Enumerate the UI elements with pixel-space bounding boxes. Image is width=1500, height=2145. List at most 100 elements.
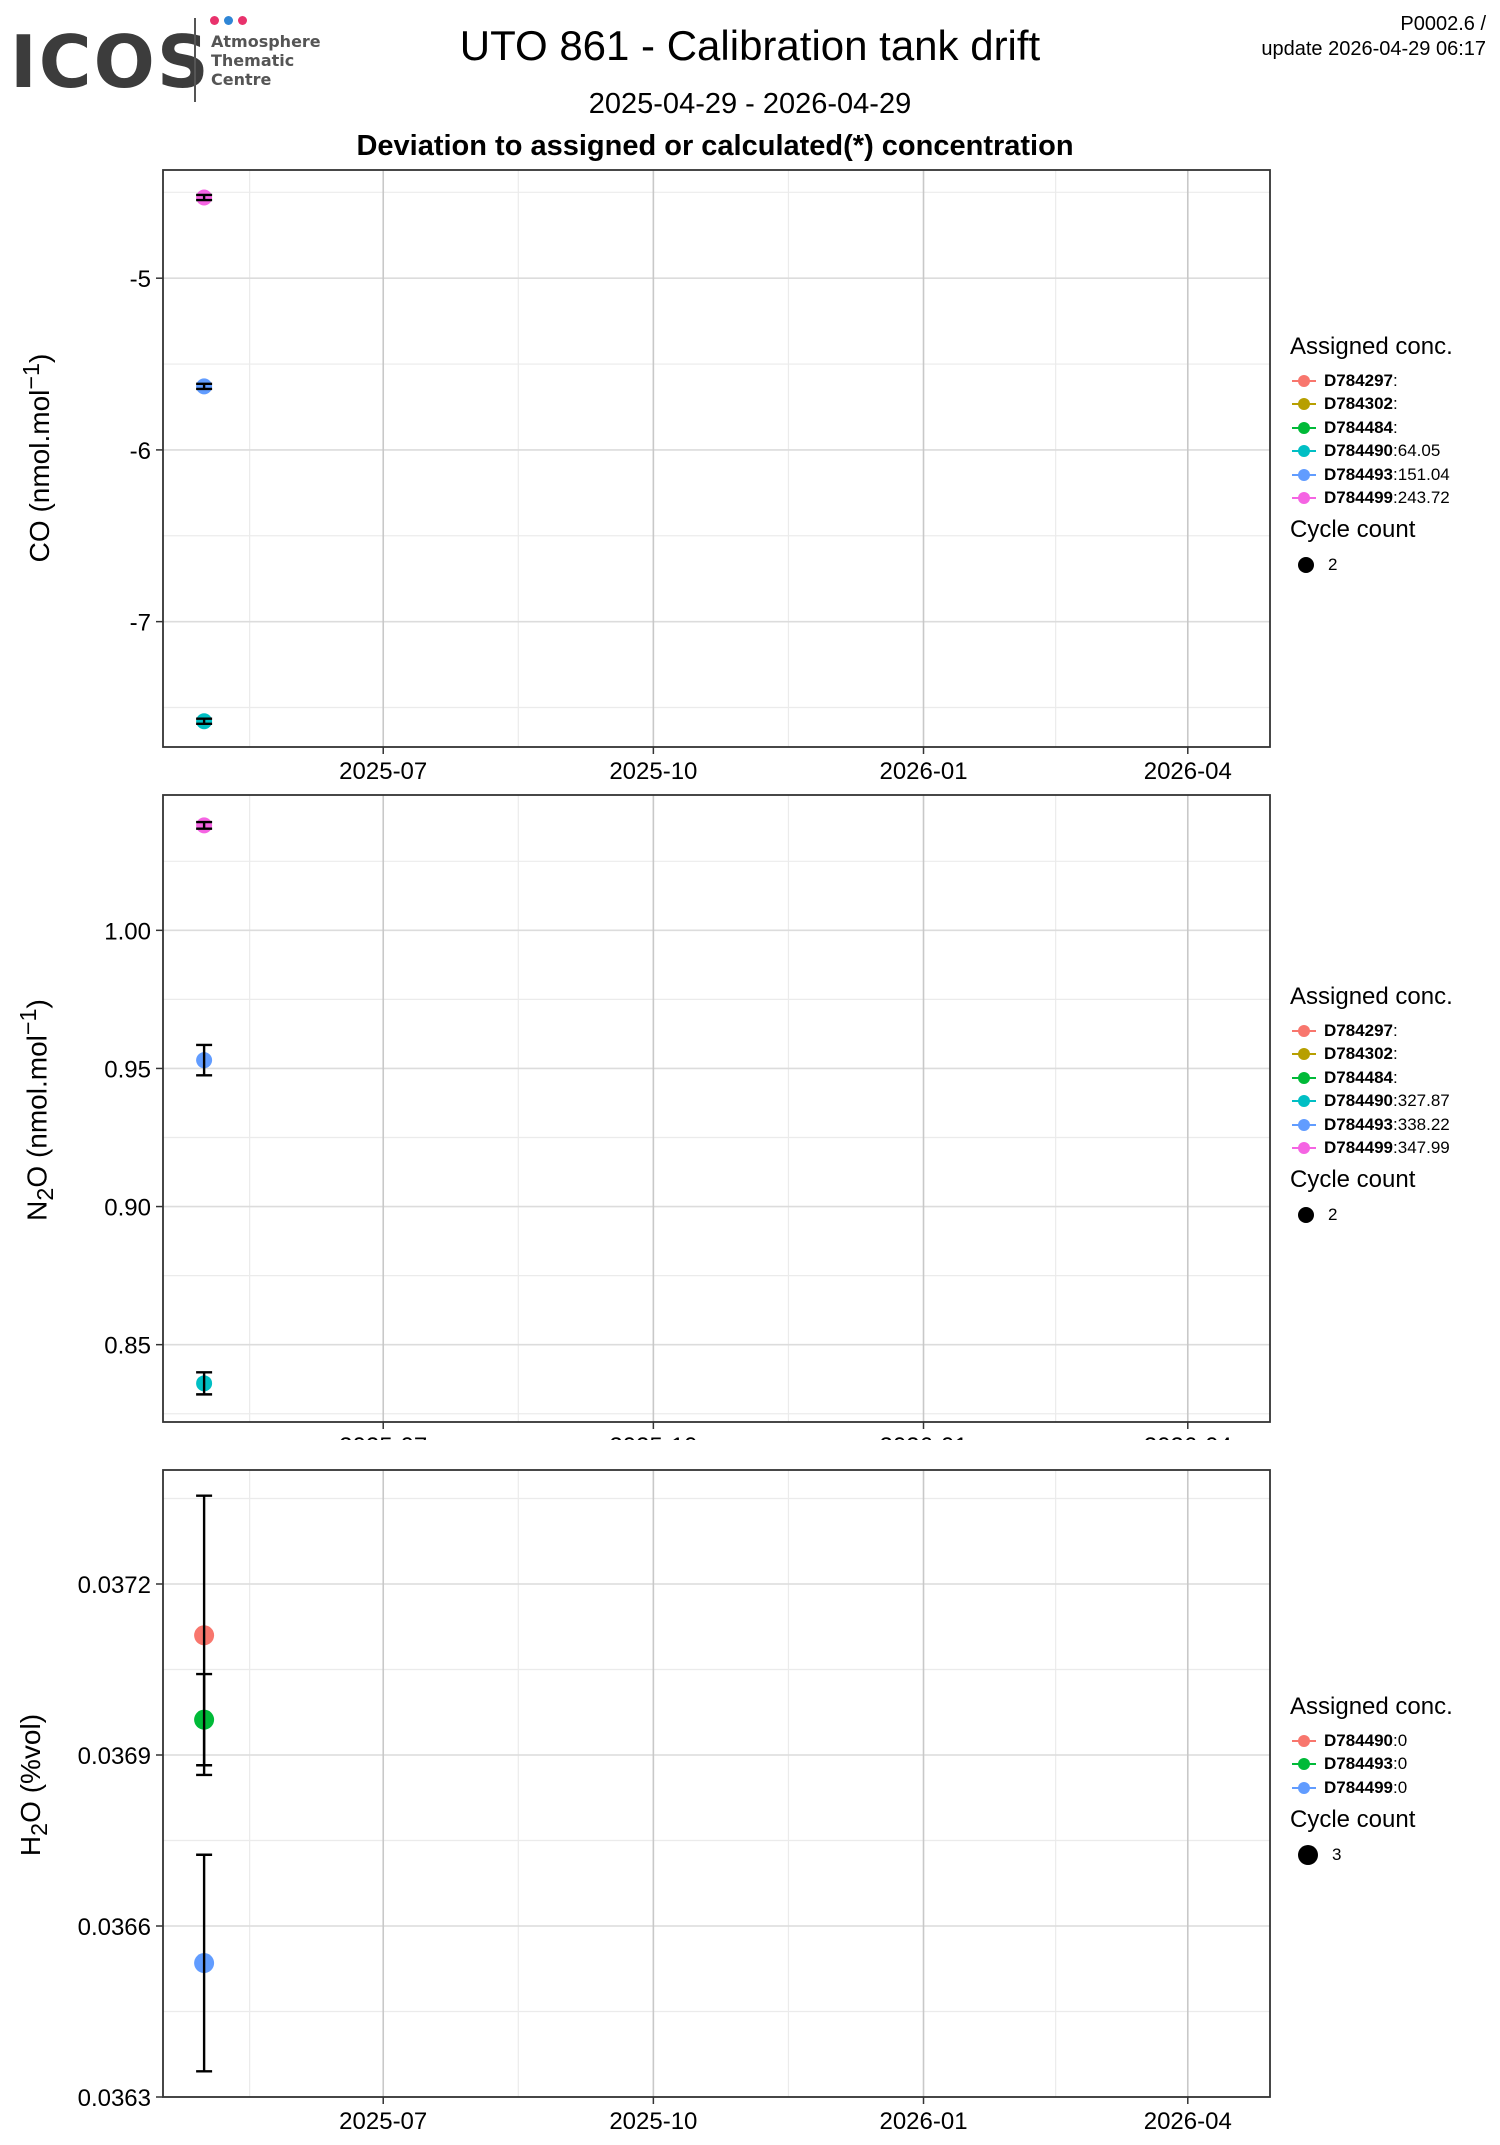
x-tick-label: 2025-07 — [339, 758, 427, 785]
x-tick-label: 2026-01 — [879, 758, 967, 785]
legend-item: D784490: 64.05 — [1290, 440, 1490, 464]
panel-border — [162, 794, 1271, 1423]
x-tick-label: 2026-01 — [879, 2108, 967, 2135]
legend-key — [1290, 371, 1318, 391]
cycle-count-dot — [1298, 1207, 1314, 1223]
legend-item: D784493: 151.04 — [1290, 463, 1490, 487]
legend-value: 347.99 — [1397, 1138, 1450, 1158]
logo-sub-line: Atmosphere — [211, 32, 321, 51]
legend-separator: : — [1393, 464, 1398, 484]
legend-key — [1290, 1068, 1318, 1088]
legend-series-name: D784493 — [1324, 1754, 1394, 1774]
legend-item: D784493: 338.22 — [1290, 1113, 1490, 1137]
legend-separator: : — [1393, 1020, 1398, 1040]
logo-dot-3 — [238, 16, 247, 25]
legend-title: Assigned conc. — [1290, 333, 1453, 360]
cycle-count-items: 2 — [1290, 552, 1490, 578]
cycle-count-title: Cycle count — [1290, 1166, 1416, 1193]
y-axis-label-h2o: H2O (%vol) — [15, 1713, 52, 1857]
legend-separator: : — [1393, 370, 1398, 390]
legend-separator: : — [1393, 1754, 1398, 1774]
legend-series-name: D784499 — [1324, 1777, 1394, 1797]
cycle-count-label: 3 — [1332, 1844, 1342, 1864]
data-point — [196, 1043, 213, 1077]
x-tick-label: 2025-07 — [339, 2108, 427, 2135]
y-tick-label: -6 — [130, 438, 151, 465]
legend-item: D784297: — [1290, 369, 1490, 393]
legend-item: D784302: — [1290, 1043, 1490, 1067]
legend-item: D784297: — [1290, 1019, 1490, 1043]
cycle-count-items: 2 — [1290, 1202, 1490, 1228]
legend-value: 151.04 — [1397, 464, 1450, 484]
page-title: UTO 861 - Calibration tank drift — [459, 22, 1041, 69]
y-tick-label: -5 — [130, 266, 151, 293]
legend-key — [1290, 1115, 1318, 1135]
x-tick-label: 2026-01 — [879, 1433, 967, 1440]
legend-item: D784302: — [1290, 393, 1490, 417]
logo-dots — [210, 16, 270, 30]
cycle-count-dot — [1298, 557, 1314, 573]
legend-series-name: D784493 — [1324, 464, 1394, 484]
y-axis-label-n2o: N2O (nmol.mol−1) — [15, 999, 58, 1221]
legend-items: D784490: 0 D784493: 0 D784499: 0 — [1290, 1729, 1490, 1800]
legend-items: D784297: D784302: D784484: D784490: 327.87 D… — [1290, 1019, 1490, 1160]
y-tick-label: -7 — [130, 610, 151, 637]
x-tick-label: 2026-04 — [1144, 1433, 1232, 1440]
legend-title: Assigned conc. — [1290, 983, 1453, 1010]
data-point — [194, 1672, 215, 1767]
legend-separator: : — [1393, 394, 1398, 414]
x-tick-label: 2025-10 — [609, 758, 697, 785]
legend-items: D784297: D784302: D784484: D784490: 64.05 D7… — [1290, 369, 1490, 510]
legend-series-name: D784490 — [1324, 1091, 1394, 1111]
y-tick-label: 0.0363 — [78, 2085, 151, 2112]
x-tick-label: 2026-04 — [1144, 2108, 1232, 2135]
legend-separator: : — [1393, 1777, 1398, 1797]
data-point — [194, 1853, 215, 2073]
legend-value: 0 — [1397, 1777, 1408, 1797]
logo-sub-line: Thematic — [211, 51, 295, 70]
logo-dot-2 — [224, 16, 233, 25]
legend-series-name: D784493 — [1324, 1114, 1394, 1134]
cycle-count-item: 3 — [1290, 1842, 1490, 1868]
version-label: P0002.6 / — [1400, 13, 1486, 35]
chart-subtitle: Deviation to assigned or calculated(*) c… — [356, 130, 1074, 162]
legend-key — [1290, 441, 1318, 461]
legend-key — [1290, 394, 1318, 414]
h2o-panel: 0.0363 0.0366 0.0369 0.0372 2025-07 2025-10 20… — [78, 1469, 1271, 2135]
x-tick-label: 2025-10 — [609, 2108, 697, 2135]
legend-series-name: D784484 — [1324, 417, 1394, 437]
logo-subtext: Atmosphere Thematic Centre — [211, 32, 321, 89]
cycle-count-items: 3 — [1290, 1842, 1490, 1868]
legend-series-name: D784490 — [1324, 441, 1394, 461]
data-point — [196, 817, 213, 834]
legend-key — [1290, 1138, 1318, 1158]
legend-series-name: D784302 — [1324, 1044, 1394, 1064]
legend-series-name: D784297 — [1324, 370, 1394, 390]
data-point — [196, 378, 213, 395]
data-point — [196, 189, 213, 206]
plot-area — [163, 795, 1270, 1422]
plot-area — [163, 170, 1270, 747]
date-range: 2025-04-29 - 2026-04-29 — [588, 88, 912, 120]
x-tick-label: 2025-07 — [339, 1433, 427, 1440]
co-panel: -7 -6 -5 2025-07 2025-10 2026-01 2026-04 — [130, 169, 1271, 785]
legend-series-name: D784297 — [1324, 1020, 1394, 1040]
legend-key — [1290, 465, 1318, 485]
icos-logo: ICOS Atmosphere Thematic Centre — [10, 14, 340, 106]
data-point — [196, 1371, 213, 1396]
legend-series-name: D784499 — [1324, 1138, 1394, 1158]
y-tick-label: 0.85 — [104, 1333, 151, 1360]
panel-border — [162, 1469, 1271, 2098]
legend-separator: : — [1393, 441, 1398, 461]
logo-divider — [194, 18, 196, 102]
logo-sub-line: Centre — [211, 70, 272, 89]
legend-series-name: D784499 — [1324, 488, 1394, 508]
cycle-count-label: 2 — [1328, 555, 1338, 574]
legend-item: D784490: 0 — [1290, 1729, 1490, 1753]
x-tick-label: 2026-04 — [1144, 758, 1232, 785]
legend-item: D784499: 347.99 — [1290, 1137, 1490, 1161]
legend-separator: : — [1393, 1138, 1398, 1158]
legend-key — [1290, 1731, 1318, 1751]
legend-item: D784499: 243.72 — [1290, 487, 1490, 511]
update-timestamp: update 2026-04-29 06:17 — [1261, 38, 1486, 60]
